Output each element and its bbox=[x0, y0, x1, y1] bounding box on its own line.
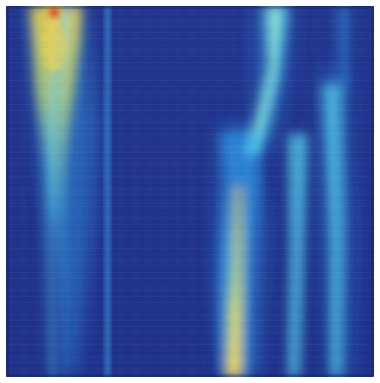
heatmap-svg bbox=[6, 6, 374, 377]
heatmap-image bbox=[6, 6, 374, 377]
scanlines bbox=[6, 6, 374, 377]
